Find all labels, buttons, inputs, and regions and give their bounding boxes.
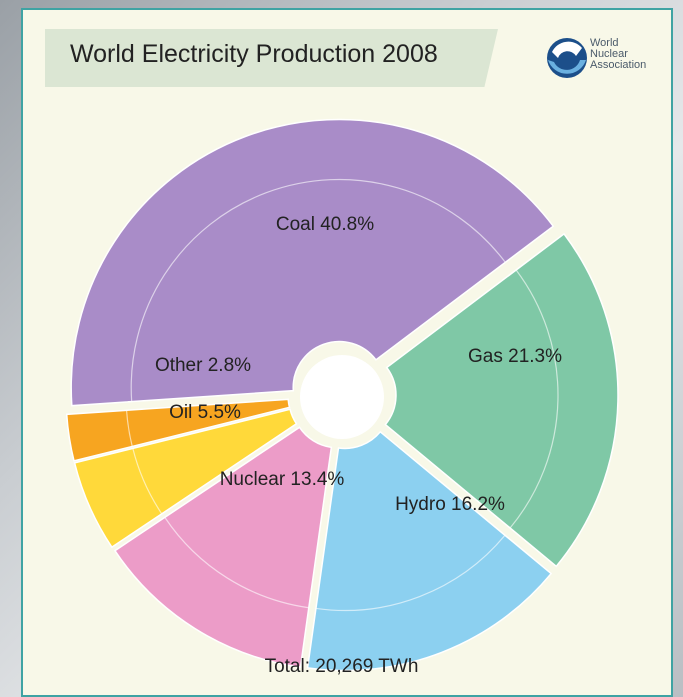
chart-title: World Electricity Production 2008 [70,40,438,68]
pie-slice-highlight [164,517,309,609]
slice-label-nuclear: Nuclear 13.4% [220,469,345,490]
pie-slice-highlight [315,534,506,611]
slice-label-oil: Oil 5.5% [169,402,241,423]
slice-label-gas: Gas 21.3% [468,346,562,367]
pie-slice-highlight [132,448,163,515]
pie-slice-gas [384,232,619,568]
pie-center-hole [300,355,384,439]
pie-slice-coal [70,118,555,407]
logo-line: World [590,37,619,49]
slice-label-hydro: Hydro 16.2% [395,494,505,515]
slice-label-coal: Coal 40.8% [276,214,374,235]
pie-slice-highlight [130,178,506,402]
pie-slice-hydro [306,430,553,672]
pie-slice-highlight [125,410,133,447]
total-label: Total: 20,269 TWh [264,656,419,677]
pie-slice-highlight [509,269,559,529]
title-box [45,29,498,87]
logo-line: Association [590,59,647,71]
logo-text: World Nuclear Association [590,38,670,71]
pie-slice-oil [73,408,298,549]
pie-slice-other [65,398,291,462]
wna-logo-icon [547,38,587,78]
pie-slice-nuclear [113,426,333,669]
slice-label-other: Other 2.8% [155,355,251,376]
logo-line: Nuclear [590,48,628,60]
